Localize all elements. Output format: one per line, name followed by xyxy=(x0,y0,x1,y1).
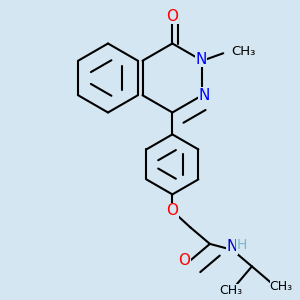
Text: H: H xyxy=(236,238,247,252)
Text: O: O xyxy=(178,253,190,268)
Text: O: O xyxy=(167,203,178,218)
Text: CH₃: CH₃ xyxy=(270,280,293,293)
Text: N: N xyxy=(227,239,238,254)
Text: CH₃: CH₃ xyxy=(219,284,242,297)
Text: N: N xyxy=(195,52,206,67)
Text: O: O xyxy=(167,9,178,24)
Text: CH₃: CH₃ xyxy=(231,45,255,58)
Text: N: N xyxy=(198,88,209,103)
